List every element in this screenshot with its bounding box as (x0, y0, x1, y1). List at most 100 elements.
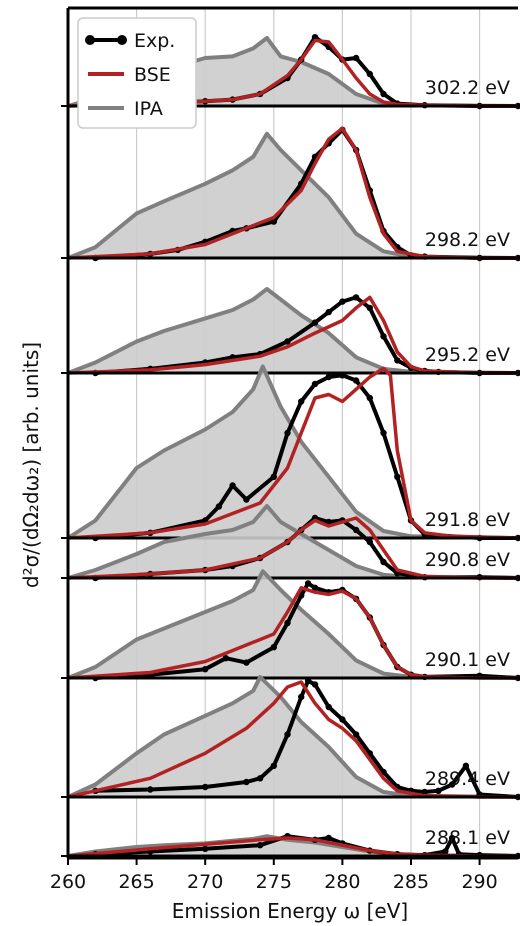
ipa-line (67, 675, 519, 799)
exp-point (442, 848, 449, 855)
exp-point (352, 294, 360, 301)
excitation-label: 289.4 eV (425, 768, 510, 790)
exp-point (366, 304, 373, 312)
ipa-fill (68, 506, 518, 578)
bse-line (67, 126, 518, 260)
spectrum-panel: 298.2 eV (61, 126, 520, 262)
exp-point (380, 429, 387, 437)
spectrum-panel: 295.2 eV (61, 287, 520, 377)
ipa-line (67, 504, 519, 580)
excitation-label: 290.1 eV (425, 649, 510, 671)
legend-label: Exp. (134, 30, 175, 52)
exp-point (284, 619, 291, 627)
exp-point (435, 787, 442, 794)
exp-point (202, 783, 209, 791)
ipa-line (67, 287, 519, 375)
excitation-label: 288.1 eV (425, 827, 510, 849)
legend-marker (85, 35, 95, 45)
ipa-fill (68, 677, 518, 797)
exp-point (304, 677, 312, 684)
exp-point (311, 681, 319, 688)
spectrum-panel: 291.8 eV (61, 364, 520, 542)
excitation-label: 302.2 eV (425, 77, 510, 99)
exp-point (215, 503, 223, 510)
ipa-fill (68, 571, 518, 678)
x-tick-label: 260 (50, 871, 86, 893)
legend: Exp. BSE IPA (77, 17, 197, 129)
exp-point (284, 429, 291, 437)
x-tick-labels: 260 265 270 275 280 285 290 (50, 858, 498, 893)
exp-point (147, 786, 154, 793)
exp-point (243, 496, 250, 503)
exp-point (462, 762, 470, 769)
exp-point (448, 781, 456, 788)
spectra-panels: 302.2 eV 298.2 eV 295.2 eV 291.8 eV 290.8 eV… (61, 34, 520, 860)
exp-point (394, 357, 401, 364)
exp-point (270, 473, 277, 480)
exp-point (284, 731, 291, 738)
exp-point (380, 90, 387, 98)
exp-point (270, 762, 277, 769)
exp-point (421, 788, 428, 796)
exp-point (352, 377, 360, 384)
exp-point (304, 580, 312, 587)
bse-line (67, 366, 519, 540)
spectrum-panel: 290.1 eV (61, 569, 520, 682)
exp-point (325, 308, 332, 316)
exp-point (352, 731, 360, 738)
exp-point (366, 538, 373, 546)
exp-point (394, 473, 401, 480)
legend-marker (117, 35, 127, 45)
x-tick-label: 270 (187, 871, 223, 893)
exp-point (339, 298, 346, 305)
exp-point (256, 842, 264, 849)
exp-point (325, 703, 332, 711)
exp-point (448, 834, 456, 842)
exp-point (311, 34, 319, 41)
exp-point (243, 659, 250, 666)
excitation-label: 291.8 eV (425, 509, 510, 531)
axes (66, 6, 518, 860)
exp-point (325, 373, 332, 381)
ipa-line (67, 569, 519, 680)
exp-point (311, 319, 319, 326)
bse-line (67, 295, 518, 375)
exp-point (202, 845, 209, 852)
exp-point (298, 693, 305, 701)
exp-point (243, 778, 250, 786)
ipa-line (67, 131, 519, 260)
exp-point (352, 54, 360, 62)
legend-label: IPA (134, 98, 163, 120)
x-axis-label: Emission Energy ω [eV] (172, 899, 408, 923)
x-tick-label: 275 (256, 871, 292, 893)
exp-point (298, 398, 305, 405)
exp-point (380, 558, 387, 566)
exp-point (325, 834, 332, 842)
exp-point (284, 338, 291, 345)
exp-point (311, 584, 319, 591)
exp-point (352, 526, 360, 534)
exp-point (256, 775, 264, 782)
ipa-line (66, 364, 519, 540)
exp-point (229, 482, 236, 489)
spectrum-panel: 288.1 eV (61, 827, 520, 860)
exp-point (339, 716, 346, 723)
bse-line (67, 516, 518, 580)
excitation-label: 298.2 eV (425, 229, 510, 251)
exp-point (222, 655, 229, 662)
spectrum-panel: 289.4 eV (61, 675, 520, 801)
ipa-fill (68, 289, 518, 373)
exp-point (202, 666, 209, 673)
x-tick-label: 280 (324, 871, 360, 893)
y-axis-label: d²σ/(dΩ₂dω₂) [arb. units] (19, 342, 43, 588)
exp-point (339, 372, 346, 379)
x-tick-label: 285 (393, 871, 429, 893)
legend-label: BSE (134, 64, 171, 86)
exp-point (311, 380, 319, 388)
excitation-label: 295.2 eV (425, 344, 510, 366)
exp-point (366, 70, 373, 78)
bse-line (67, 680, 518, 799)
exp-point (270, 644, 277, 651)
excitation-label: 290.8 eV (425, 549, 510, 571)
